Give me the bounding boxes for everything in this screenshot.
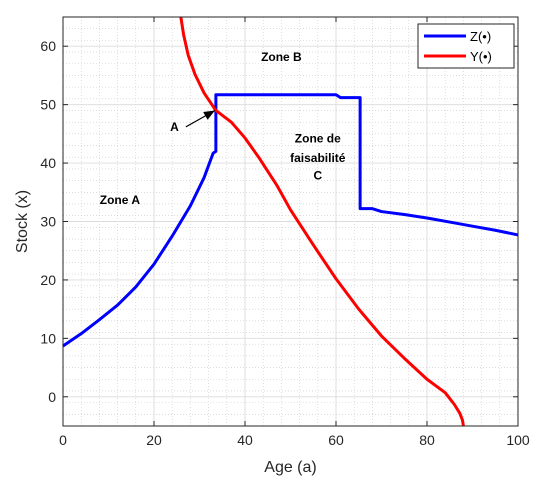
x-tick-label: 0 [59,432,67,448]
legend: Z(•) Y(•) [417,23,515,69]
annotation-label: faisabilité [290,151,346,165]
x-axis-label: Age (a) [264,459,316,476]
y-tick-label: 0 [48,389,56,405]
x-tick-label: 60 [328,432,344,448]
legend-entry-label: Y(•) [470,49,492,64]
legend-entry-label: Z(•) [470,29,491,44]
y-tick-label: 30 [40,214,56,230]
annotation-arrow-head [203,110,215,120]
legend-box [417,23,515,69]
y-tick-label: 20 [40,272,56,288]
y-tick-label: 10 [40,330,56,346]
axes-layer: 0 20 40 60 80 100 0 10 20 30 40 50 60 [40,16,530,448]
y-tick-label: 50 [40,97,56,113]
x-tick-label: 20 [146,432,162,448]
annotation-label: Zone de [295,132,341,146]
x-tick-label: 80 [419,432,435,448]
x-tick-label: 100 [506,432,530,448]
annotation-layer: Zone A Zone B Zone de faisabilité C A [100,50,346,207]
annotation-label: Zone B [261,50,302,64]
series-line-z [62,93,519,348]
y-axis-label: Stock (x) [14,190,31,253]
y-tick-label: 60 [40,38,56,54]
annotation-label: Zone A [100,193,141,207]
annotation-label: C [313,168,322,182]
x-tick-label: 40 [237,432,253,448]
series-layer [62,16,519,427]
series-line-y [179,16,465,427]
annotation-label: A [170,120,179,134]
y-tick-label: 40 [40,155,56,171]
